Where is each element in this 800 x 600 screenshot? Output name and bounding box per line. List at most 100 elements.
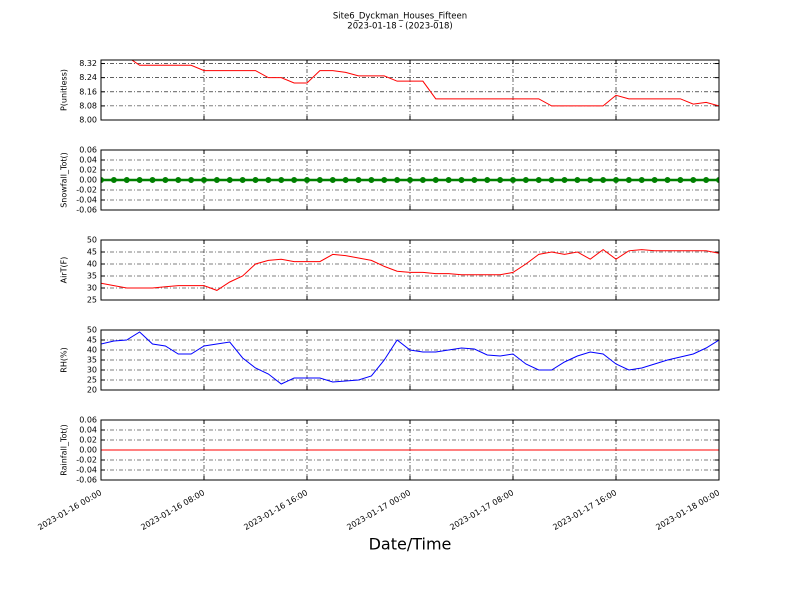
data-point (394, 177, 401, 183)
data-point (703, 177, 710, 183)
data-point (716, 177, 719, 183)
y-tick-label: 0.04 (79, 426, 97, 435)
data-point (561, 177, 568, 183)
axes-frame (100, 329, 720, 391)
data-point (304, 177, 310, 183)
y-tick-label: 50 (87, 326, 97, 335)
data-point (329, 177, 336, 183)
y-tick-label: -0.06 (76, 206, 97, 215)
y-tick-label: 0.00 (79, 446, 97, 455)
data-point (625, 177, 632, 183)
y-tick-label: 0.00 (79, 176, 97, 185)
data-point (548, 177, 555, 183)
y-tick-label: -0.02 (76, 186, 97, 195)
y-tick-label: 8.08 (79, 101, 97, 110)
y-tick-label: 0.02 (79, 166, 97, 175)
x-tick-label: 2023-01-18 00:00 (654, 488, 721, 532)
x-tick-label: 2023-01-16 16:00 (242, 488, 309, 532)
data-point (136, 177, 143, 183)
data-point (664, 177, 671, 183)
data-point (471, 177, 478, 183)
data-point (162, 177, 169, 183)
data-point (600, 177, 607, 183)
data-point (522, 177, 529, 183)
axes-frame (100, 59, 720, 121)
data-point (677, 177, 684, 183)
data-line (101, 331, 719, 385)
data-point (613, 177, 619, 183)
data-point (342, 177, 349, 183)
axes-frame (100, 419, 720, 481)
y-axis-label: Snowfall_Tot() (60, 152, 69, 208)
y-tick-label: 35 (87, 356, 97, 365)
data-point (110, 177, 117, 183)
y-axis-label: AirT(F) (60, 257, 69, 284)
data-point (213, 177, 220, 183)
y-tick-label: 45 (87, 248, 97, 257)
y-tick-label: 8.16 (79, 87, 97, 96)
y-tick-label: 30 (87, 366, 97, 375)
data-point (265, 177, 272, 183)
y-tick-label: 0.06 (79, 146, 97, 155)
data-point (432, 177, 439, 183)
x-axis-label: Date/Time (369, 535, 452, 554)
chart-title: Site6_Dyckman_Houses_Fifteen (333, 12, 467, 22)
data-point (381, 177, 388, 183)
plot-area (101, 177, 719, 183)
data-point (638, 177, 645, 183)
data-point (226, 177, 233, 183)
data-point (651, 177, 658, 183)
data-point (239, 177, 246, 183)
y-tick-label: -0.02 (76, 456, 97, 465)
data-point (458, 177, 465, 183)
y-tick-label: 50 (87, 236, 97, 245)
y-tick-label: 25 (87, 376, 97, 385)
data-point (355, 177, 362, 183)
x-tick-label: 2023-01-17 00:00 (345, 488, 412, 532)
plot-area (131, 60, 719, 107)
y-tick-label: 0.04 (79, 156, 97, 165)
y-tick-label: 45 (87, 336, 97, 345)
data-point (407, 177, 413, 183)
y-tick-label: 40 (87, 346, 97, 355)
y-axis-label: P(unitless) (60, 69, 69, 111)
data-point (316, 177, 323, 183)
data-point (445, 177, 452, 183)
y-tick-label: 8.24 (79, 73, 97, 82)
y-tick-label: 0.02 (79, 436, 97, 445)
y-tick-label: -0.04 (76, 466, 97, 475)
data-line (131, 60, 719, 107)
x-tick-label: 2023-01-17 16:00 (551, 488, 618, 532)
y-tick-label: 25 (87, 296, 97, 305)
data-point (123, 177, 130, 183)
y-axis-label: Rainfall_Tot() (60, 424, 69, 476)
data-point (278, 177, 285, 183)
y-tick-label: -0.06 (76, 476, 97, 485)
axes-frame (100, 149, 720, 211)
plot-area (101, 248, 719, 291)
y-tick-label: 30 (87, 284, 97, 293)
data-point (690, 177, 697, 183)
data-point (368, 177, 375, 183)
y-tick-label: -0.04 (76, 196, 97, 205)
data-point (149, 177, 156, 183)
plot-area (101, 331, 719, 385)
data-point (484, 177, 491, 183)
y-tick-label: 0.06 (79, 416, 97, 425)
data-line (101, 248, 719, 291)
data-point (574, 177, 581, 183)
y-tick-label: 8.32 (79, 59, 97, 68)
y-tick-label: 40 (87, 260, 97, 269)
y-axis-label: RH(%) (60, 347, 69, 372)
data-point (252, 177, 259, 183)
data-point (175, 177, 182, 183)
data-point (101, 177, 104, 183)
y-tick-label: 35 (87, 272, 97, 281)
x-tick-label: 2023-01-17 08:00 (448, 488, 515, 532)
x-tick-label: 2023-01-16 00:00 (36, 488, 103, 532)
chart-subtitle: 2023-01-18 - (2023-018) (347, 22, 452, 32)
data-point (535, 177, 542, 183)
data-point (510, 177, 516, 183)
data-point (291, 177, 298, 183)
